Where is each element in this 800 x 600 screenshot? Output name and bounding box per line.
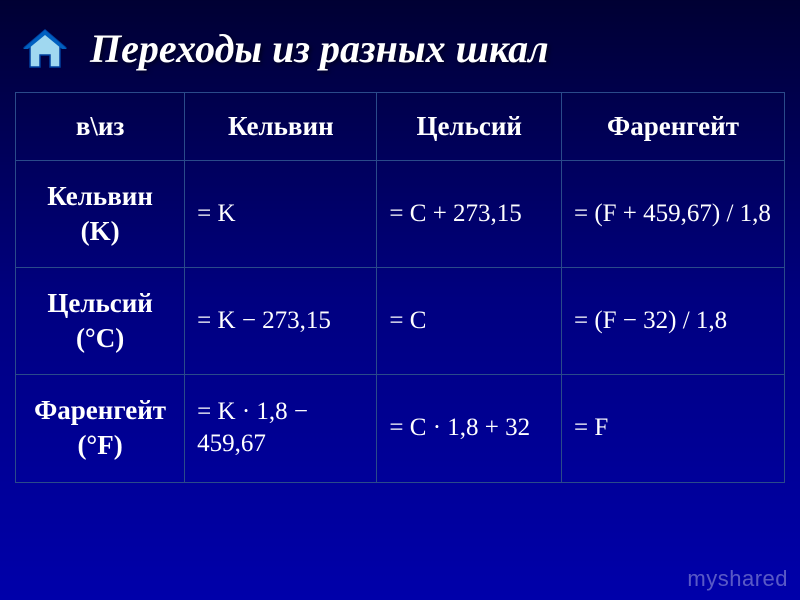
table-header-row: в\из Кельвин Цельсий Фаренгейт	[16, 93, 785, 161]
formula-cell: = (F + 459,67) / 1,8	[561, 161, 784, 268]
header-fahrenheit: Фаренгейт	[561, 93, 784, 161]
header-celsius: Цельсий	[377, 93, 562, 161]
formula-cell: = K − 273,15	[185, 268, 377, 375]
formula-cell: = (F − 32) / 1,8	[561, 268, 784, 375]
home-icon[interactable]	[20, 25, 70, 75]
row-label-kelvin: Кельвин (K)	[16, 161, 185, 268]
row-label-celsius: Цельсий (°C)	[16, 268, 185, 375]
table-row: Фаренгейт (°F) = K · 1,8 − 459,67 = C · …	[16, 375, 785, 482]
table-row: Кельвин (K) = K = C + 273,15 = (F + 459,…	[16, 161, 785, 268]
conversion-table: в\из Кельвин Цельсий Фаренгейт Кельвин (…	[15, 92, 785, 483]
formula-cell: = K · 1,8 − 459,67	[185, 375, 377, 482]
header-kelvin: Кельвин	[185, 93, 377, 161]
page-title: Переходы из разных шкал	[0, 0, 800, 92]
row-label-fahrenheit: Фаренгейт (°F)	[16, 375, 185, 482]
formula-cell: = C · 1,8 + 32	[377, 375, 562, 482]
conversion-table-container: в\из Кельвин Цельсий Фаренгейт Кельвин (…	[0, 92, 800, 483]
watermark: myshared	[687, 566, 788, 592]
formula-cell: = C	[377, 268, 562, 375]
table-row: Цельсий (°C) = K − 273,15 = C = (F − 32)…	[16, 268, 785, 375]
formula-cell: = C + 273,15	[377, 161, 562, 268]
header-corner: в\из	[16, 93, 185, 161]
formula-cell: = K	[185, 161, 377, 268]
formula-cell: = F	[561, 375, 784, 482]
